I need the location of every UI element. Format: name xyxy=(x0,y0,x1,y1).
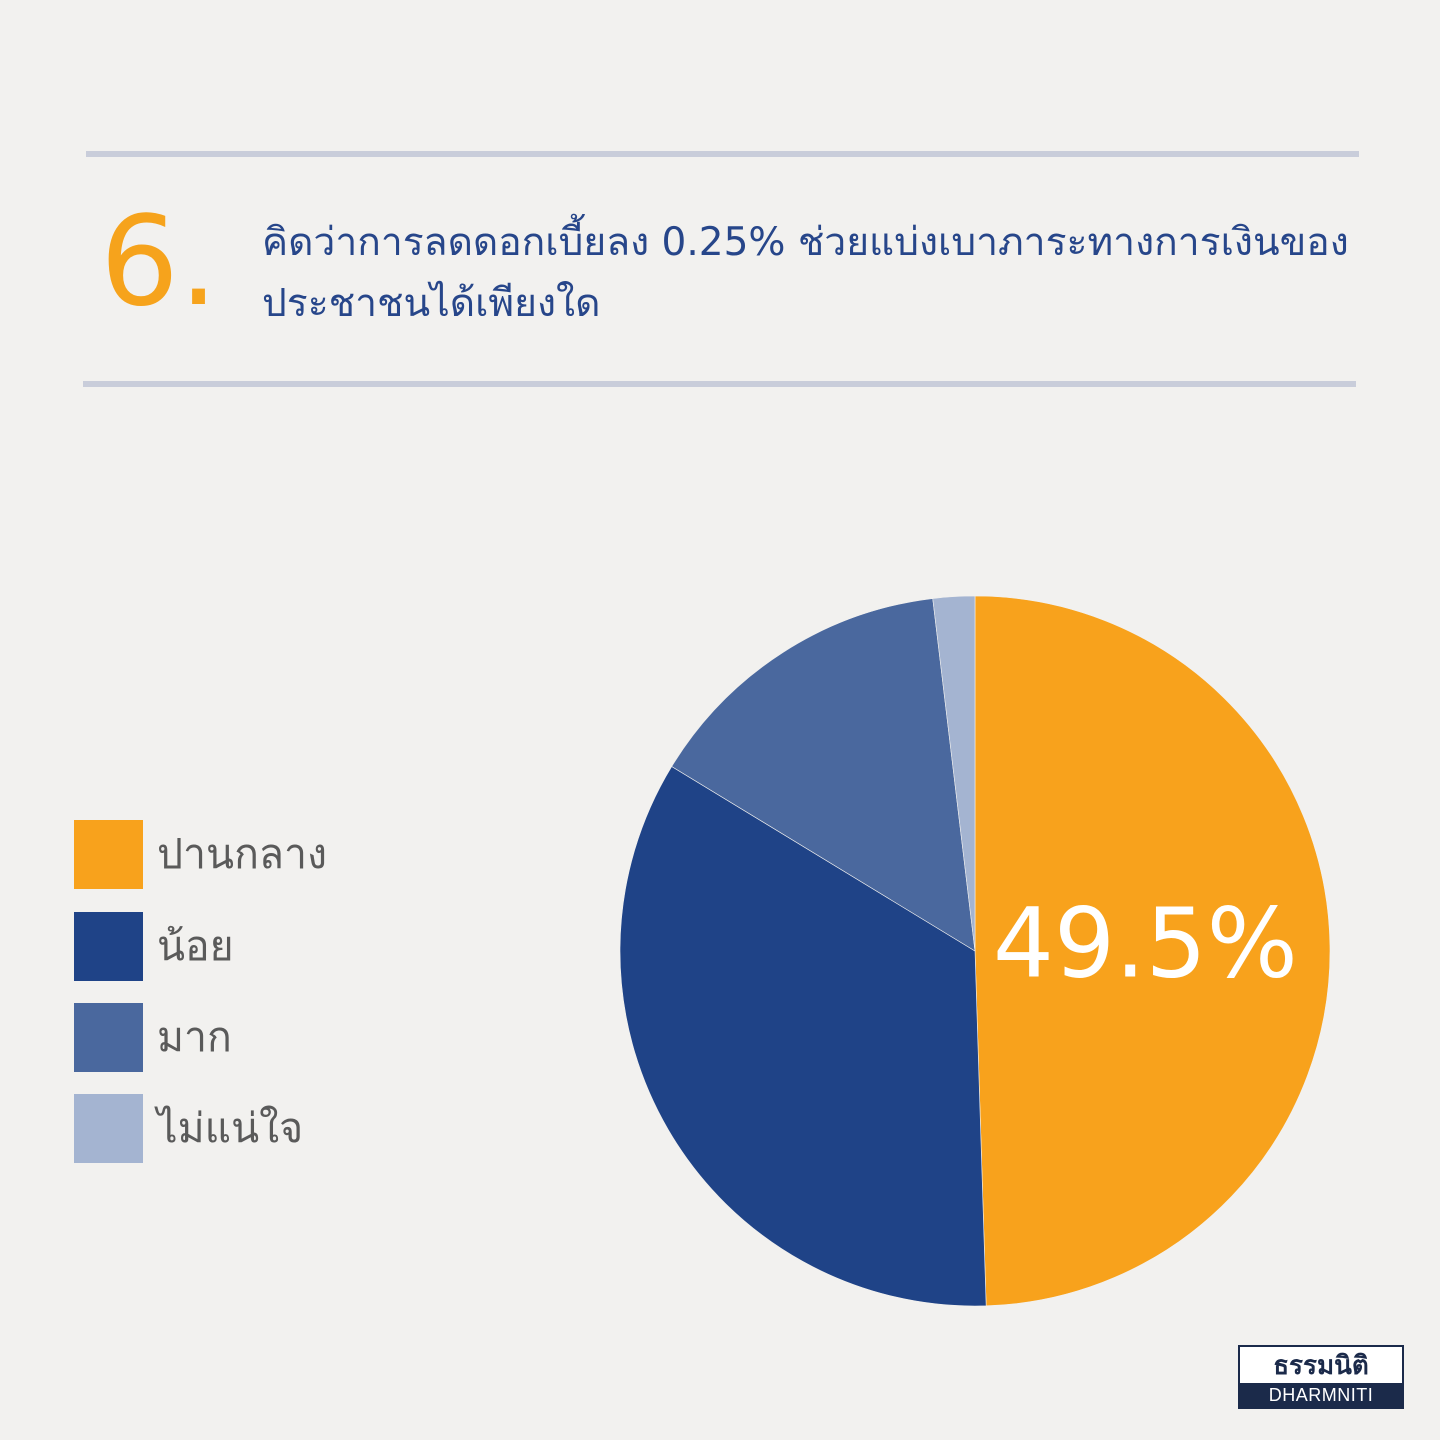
pie-slice-unsure xyxy=(932,595,976,952)
logo-thai-text: ธรรมนิติ xyxy=(1273,1351,1369,1381)
question-title-line-2: ประชาชนได้เพียงใด xyxy=(262,281,601,326)
top-divider xyxy=(86,151,1359,157)
bottom-divider xyxy=(83,381,1356,387)
pie-slice-little xyxy=(619,766,987,1307)
legend-label-much: มาก xyxy=(157,1013,232,1061)
legend-item-little: น้อย xyxy=(73,912,473,982)
dharmniti-logo: ธรรมนิติ DHARMNITI xyxy=(1238,1345,1404,1409)
legend-swatch-much xyxy=(74,1003,143,1072)
legend-label-moderate: ปานกลาง xyxy=(157,830,328,878)
data-label-moderate: 49.5% xyxy=(993,887,1298,999)
legend-item-unsure: ไม่แน่ใจ xyxy=(73,1094,473,1164)
legend-swatch-little xyxy=(74,912,143,981)
question-title: คิดว่าการลดดอกเบี้ยลง 0.25% ช่วยแบ่งเบาภ… xyxy=(262,212,1362,334)
legend-swatch-moderate xyxy=(74,820,143,889)
pie-slice-much xyxy=(671,598,976,952)
legend-label-little: น้อย xyxy=(157,922,234,970)
question-title-line-1: คิดว่าการลดดอกเบี้ยลง 0.25% ช่วยแบ่งเบาภ… xyxy=(262,220,1349,265)
legend-item-much: มาก xyxy=(73,1003,473,1073)
pie-slice-moderate xyxy=(974,595,1331,1307)
legend-swatch-unsure xyxy=(74,1094,143,1163)
legend-item-moderate: ปานกลาง xyxy=(73,820,473,890)
logo-english-text: DHARMNITI xyxy=(1240,1383,1402,1407)
question-number: 6. xyxy=(100,190,219,334)
legend-label-unsure: ไม่แน่ใจ xyxy=(157,1104,304,1152)
